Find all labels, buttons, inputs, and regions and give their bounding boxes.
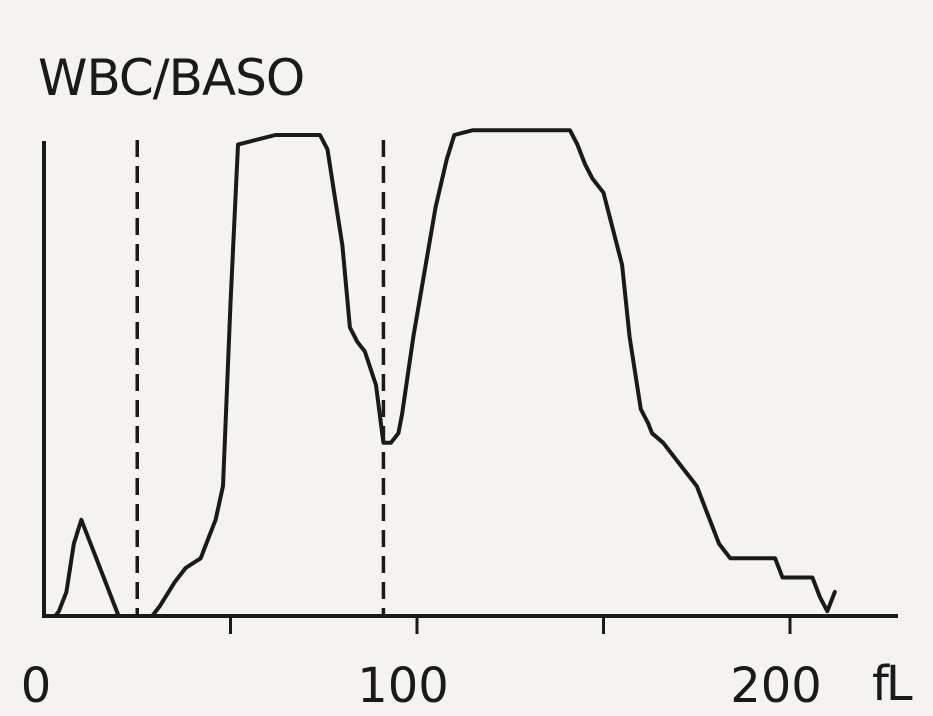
series-group	[42, 128, 837, 618]
x-axis-unit-label: fL	[872, 656, 913, 712]
histogram-curve	[42, 128, 837, 618]
chart-title: WBC/BASO	[38, 49, 304, 107]
x-tick-label: 100	[357, 658, 449, 714]
gate-dividers	[135, 140, 386, 616]
x-tick-label: 0	[21, 658, 52, 714]
axes	[42, 141, 898, 618]
x-tick-label: 200	[730, 658, 822, 714]
x-axis-ticks: 0 100 200	[21, 616, 822, 714]
